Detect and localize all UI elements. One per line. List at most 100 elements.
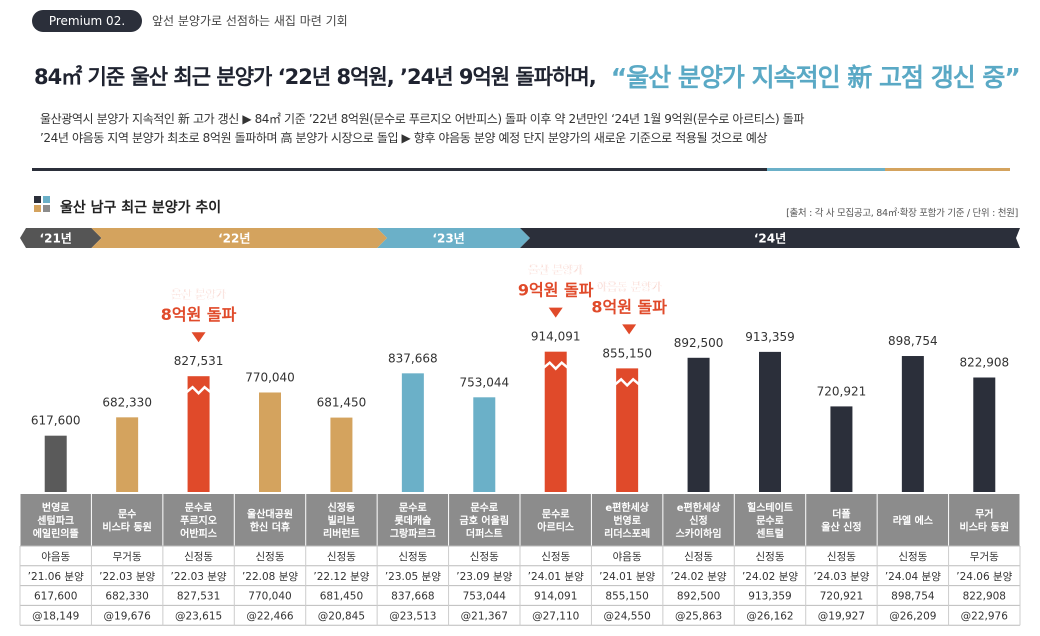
table-cell: 신정동	[327, 551, 356, 563]
table-header-text: 울산대공원	[247, 508, 293, 521]
table-cell: 753,044	[463, 591, 507, 603]
table-cell: 신정동	[898, 551, 927, 563]
bar-value-label: 682,330	[102, 395, 152, 409]
timeline-label: ‘21년	[40, 232, 72, 246]
table-header-text: 문수로	[756, 515, 784, 527]
timeline-band	[20, 228, 102, 248]
table-cell: 신정동	[256, 551, 285, 563]
table-cell: ’24.01 분양	[528, 571, 584, 583]
table-cell: 720,921	[820, 591, 863, 603]
table-header-text: 울산 신정	[821, 521, 861, 534]
table-header-text: 롯데캐슬	[394, 514, 431, 527]
table-cell: @26,209	[889, 610, 936, 622]
premium-badge: Premium 02.	[32, 10, 142, 32]
bar-value-label: 822,908	[959, 356, 1009, 370]
table-cell: 913,359	[748, 591, 791, 603]
table-header-text: 금호 어울림	[460, 514, 509, 527]
table-cell: 신정동	[684, 551, 713, 563]
table-header-text: 아르티스	[537, 521, 574, 534]
table-header-text: 번영로	[42, 501, 70, 514]
timeline-band	[91, 228, 388, 248]
table-cell: ’24.02 분양	[671, 571, 727, 583]
bar	[473, 397, 496, 492]
timeline-band	[377, 228, 530, 248]
annotation-arrow	[548, 307, 563, 318]
timeline-label: ‘24년	[754, 232, 786, 246]
table-cell: 681,450	[320, 591, 363, 603]
table-header-text: 더폴	[832, 508, 850, 521]
bar	[759, 351, 781, 492]
timeline-band	[520, 228, 1020, 248]
bar	[544, 351, 567, 492]
bar	[259, 392, 281, 492]
bar	[330, 417, 353, 492]
table-cell: 신정동	[756, 551, 785, 563]
table-header-text: 그랑파르크	[390, 527, 436, 540]
bar-value-label: 837,668	[388, 351, 438, 365]
table-cell: 892,500	[677, 591, 720, 603]
table-header-text: 푸르지오	[180, 514, 217, 527]
table-header-text: 센트럴	[756, 527, 784, 540]
table-header-text: 문수	[118, 509, 136, 521]
table-header-text: 문수로	[470, 502, 498, 514]
table-header-text: 에일린의뜰	[33, 527, 79, 540]
table-header-cell	[377, 494, 449, 546]
table-cell: ’23.09 분양	[456, 571, 512, 583]
bar	[901, 356, 924, 492]
table-cell: ’22.03 분양	[171, 571, 227, 583]
annotation-line2: 8억원 돌파	[161, 305, 237, 324]
table-cell: 신정동	[470, 551, 499, 563]
source-note: [출처 : 각 사 모집공고, 84㎡·확장 포함가 기준 / 단위 : 천원]	[786, 208, 1018, 219]
table-cell: @24,550	[604, 610, 651, 622]
table-header-cell	[591, 494, 663, 546]
table-header-text: 힐스테이트	[747, 501, 793, 514]
table-cell: @20,845	[318, 610, 365, 622]
table-cell: ’24.03 분양	[813, 571, 869, 583]
table-header-cell	[520, 494, 591, 546]
table-header-text: 라엘 에스	[893, 514, 933, 527]
bar	[687, 357, 710, 492]
table-header-cell	[306, 494, 377, 546]
table-cell: 855,150	[605, 591, 648, 603]
table-cell: 신정동	[541, 551, 570, 563]
table-cell: @18,149	[32, 610, 79, 622]
table-cell: @25,863	[675, 610, 722, 622]
bar-value-label: 855,150	[602, 346, 652, 360]
table-header-cell	[949, 494, 1020, 546]
divider-tan	[885, 168, 1010, 171]
premium-subtitle: 앞선 분양가로 선점하는 새집 마련 기회	[152, 14, 348, 28]
table-cell: 야음동	[613, 550, 642, 563]
bar-value-label: 720,921	[817, 384, 867, 398]
table-header-text: 빌리브	[328, 514, 356, 527]
headline-accent: “울산 분양가 지속적인 新 고점 갱신 중”	[610, 63, 1021, 92]
description-line-1: 울산광역시 분양가 지속적인 新 고가 갱신 ▶ 84㎡ 기준 ’22년 8억원…	[40, 112, 804, 126]
chart-title: 울산 남구 최근 분양가 추이	[60, 200, 222, 216]
headline-main: 84㎡ 기준 울산 최근 분양가 ‘22년 8억원, ’24년 9억원 돌파하며…	[34, 65, 597, 89]
table-cell: 무거동	[970, 551, 999, 563]
table-header-cell	[449, 494, 520, 546]
table-cell: 837,668	[391, 591, 434, 603]
table-cell: ’22.03 분양	[99, 571, 155, 583]
bar-value-label: 827,531	[174, 354, 224, 368]
table-header-text: 어반피스	[180, 527, 217, 540]
bar	[116, 417, 139, 492]
table-header-text: 번영로	[613, 514, 641, 527]
table-header-text: 문수로	[185, 502, 213, 514]
bar-value-label: 913,359	[745, 330, 795, 344]
table-header-text: 비스타 동원	[960, 521, 1009, 534]
annotation-line1: 울산 분양가	[528, 263, 582, 277]
table-cell: @26,162	[746, 610, 793, 622]
table-cell: @22,976	[961, 610, 1009, 622]
table-cell: @19,927	[818, 610, 865, 622]
table-cell: @22,466	[246, 610, 294, 622]
table-cell: 신정동	[398, 551, 427, 563]
table-header-cell	[663, 494, 734, 546]
table-header-cell	[20, 494, 91, 546]
table-header-text: 리더스포레	[604, 527, 650, 540]
bar-break-mark	[542, 360, 569, 371]
table-cell: @23,513	[389, 610, 436, 622]
annotation-line1: 야음동 분양가	[597, 279, 662, 293]
annotation-line2: 9억원 돌파	[518, 281, 594, 300]
bar	[973, 377, 996, 492]
annotation-line2: 8억원 돌파	[591, 297, 667, 316]
